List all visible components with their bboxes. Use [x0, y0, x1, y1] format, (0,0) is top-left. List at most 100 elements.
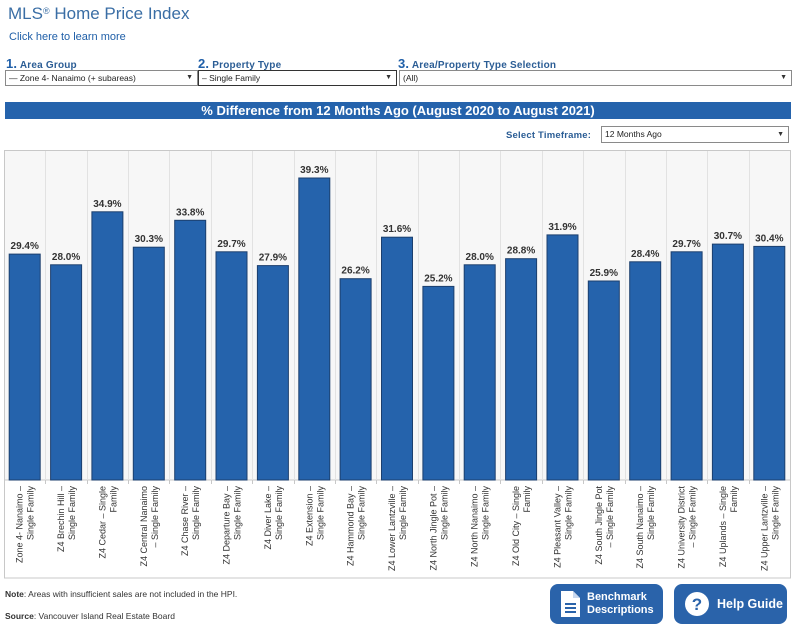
data-label: 28.8%: [507, 246, 535, 257]
bar[interactable]: [546, 234, 579, 481]
title-rest: Home Price Index: [49, 4, 190, 23]
bar[interactable]: [505, 258, 538, 481]
x-tick-label-line: Zone 4- Nanaimo –: [15, 486, 25, 563]
bar[interactable]: [91, 211, 124, 481]
bar-chart: 29.4%Zone 4- Nanaimo – Single Family28.0%…: [4, 150, 791, 579]
question-circle-icon: ?: [685, 592, 709, 616]
x-tick-label-line: Single Family: [315, 486, 325, 541]
x-tick-label: Zone 4- Nanaimo – Single Family: [15, 486, 36, 564]
x-tick-label-line: Single Family: [357, 486, 367, 541]
x-tick-label-line: Single Family: [191, 486, 201, 541]
x-tick-label-line: Z4 Cedar – Single: [97, 486, 107, 559]
bar[interactable]: [174, 219, 207, 481]
data-label: 28.0%: [466, 252, 494, 263]
document-icon: [561, 591, 580, 617]
x-tick-label-line: Single Family: [67, 486, 77, 541]
x-tick-label-line: Family: [108, 486, 118, 513]
data-label: 29.7%: [217, 239, 245, 250]
x-tick-label-line: Z4 Lower Lantzville –: [387, 486, 397, 571]
x-tick-label: Z4 North Jingle Pot – Single Family: [428, 486, 449, 571]
svg-text:?: ?: [692, 595, 702, 614]
bar[interactable]: [753, 245, 786, 481]
x-tick-label: Z4 South Jingle Pot – Single Family: [594, 486, 615, 565]
label-line-2: Descriptions: [587, 604, 654, 616]
x-tick-label-line: Family: [729, 486, 739, 513]
bar[interactable]: [256, 265, 289, 481]
x-tick-label: Z4 Central Nanaimo – Single Family: [139, 486, 160, 567]
bar[interactable]: [215, 251, 248, 481]
x-tick-label: Z4 University District – Single Family: [677, 486, 698, 569]
x-tick-label: Z4 Brechin Hill – Single Family: [56, 486, 77, 553]
property-type-label: 2. Property Type: [198, 56, 281, 71]
area-group-label: 1. Area Group: [6, 56, 77, 71]
x-tick-label-line: Z4 Upper Lantzville –: [759, 486, 769, 571]
x-tick-label-line: Z4 Departure Bay –: [222, 486, 232, 565]
x-tick-label-line: Z4 North Nanaimo –: [470, 486, 480, 567]
chevron-down-icon: ▼: [780, 74, 787, 81]
bar[interactable]: [339, 278, 372, 481]
x-tick-label-line: Z4 Brechin Hill –: [56, 486, 66, 552]
property-type-select[interactable]: – Single Family ▼: [198, 70, 397, 86]
data-label: 39.3%: [300, 165, 328, 176]
x-tick-label-line: Single Family: [233, 486, 243, 541]
area-group-select[interactable]: — Zone 4- Nanaimo (+ subareas) ▼: [5, 70, 198, 86]
x-tick-label-line: Single Family: [481, 486, 491, 541]
x-tick-label-line: Z4 North Jingle Pot –: [428, 486, 438, 571]
note-body: : Areas with insufficient sales are not …: [23, 589, 238, 599]
data-label: 31.9%: [548, 222, 576, 233]
area-property-selection-select[interactable]: (All) ▼: [399, 70, 792, 86]
source-label: Source: [5, 611, 34, 621]
bar[interactable]: [50, 264, 83, 481]
x-tick-label: Z4 South Nanaimo – Single Family: [635, 486, 656, 569]
x-tick-label-line: Single Family: [26, 486, 36, 541]
label-text: Area Group: [19, 60, 77, 71]
data-label: 28.4%: [631, 249, 659, 260]
bar[interactable]: [629, 261, 662, 481]
x-tick-label-line: Z4 Central Nanaimo: [139, 486, 149, 567]
help-guide-button[interactable]: ? Help Guide: [674, 584, 787, 624]
note-text: Note: Areas with insufficient sales are …: [5, 589, 237, 599]
timeframe-select[interactable]: 12 Months Ago ▼: [601, 126, 789, 143]
x-tick-label-line: Z4 South Nanaimo –: [635, 486, 645, 569]
x-tick-label-line: Single Family: [439, 486, 449, 541]
data-label: 25.2%: [424, 273, 452, 284]
x-tick-label: Z4 Chase River – Single Family: [180, 486, 201, 557]
x-tick-label: Z4 Old City – Single Family: [511, 486, 532, 567]
bar[interactable]: [670, 251, 703, 481]
x-tick-label: Z4 Pleasant Valley – Single Family: [553, 486, 574, 568]
bar[interactable]: [463, 264, 496, 481]
x-tick-label-line: Z4 Old City – Single: [511, 486, 521, 566]
chevron-down-icon: ▼: [186, 74, 193, 81]
x-tick-label: Z4 Diver Lake – Single Family: [263, 486, 284, 550]
x-tick-label-line: – Single Family: [150, 486, 160, 548]
bar[interactable]: [422, 285, 455, 481]
x-tick-label-line: Single Family: [398, 486, 408, 541]
x-tick-label-line: Z4 Uplands – Single: [718, 486, 728, 567]
bar[interactable]: [298, 177, 331, 481]
learn-more-link[interactable]: Click here to learn more: [9, 31, 126, 43]
bar[interactable]: [587, 280, 620, 481]
data-label: 31.6%: [383, 224, 411, 235]
x-tick-label: Z4 Extension – Single Family: [304, 486, 325, 547]
data-label: 27.9%: [259, 253, 287, 264]
note-label: Note: [5, 589, 24, 599]
bar[interactable]: [132, 246, 165, 481]
data-label: 30.3%: [135, 234, 163, 245]
x-tick-label-line: Single Family: [274, 486, 284, 541]
bar[interactable]: [711, 243, 744, 481]
page-title: MLS® Home Price Index: [8, 4, 189, 24]
x-tick-label-line: Family: [522, 486, 532, 513]
chevron-down-icon: ▼: [777, 131, 784, 138]
help-button-label: Help Guide: [717, 597, 783, 611]
x-tick-label-line: Z4 Diver Lake –: [263, 486, 273, 550]
benchmark-button-label: Benchmark Descriptions: [587, 591, 654, 617]
select-value: — Zone 4- Nanaimo (+ subareas): [9, 73, 136, 83]
data-label: 25.9%: [590, 268, 618, 279]
registered-mark: ®: [42, 6, 50, 16]
bar[interactable]: [8, 253, 41, 481]
benchmark-descriptions-button[interactable]: Benchmark Descriptions: [550, 584, 663, 624]
bar[interactable]: [381, 236, 413, 481]
step-number: 3.: [398, 56, 410, 71]
data-label: 30.7%: [714, 231, 742, 242]
data-label: 28.0%: [52, 252, 80, 263]
